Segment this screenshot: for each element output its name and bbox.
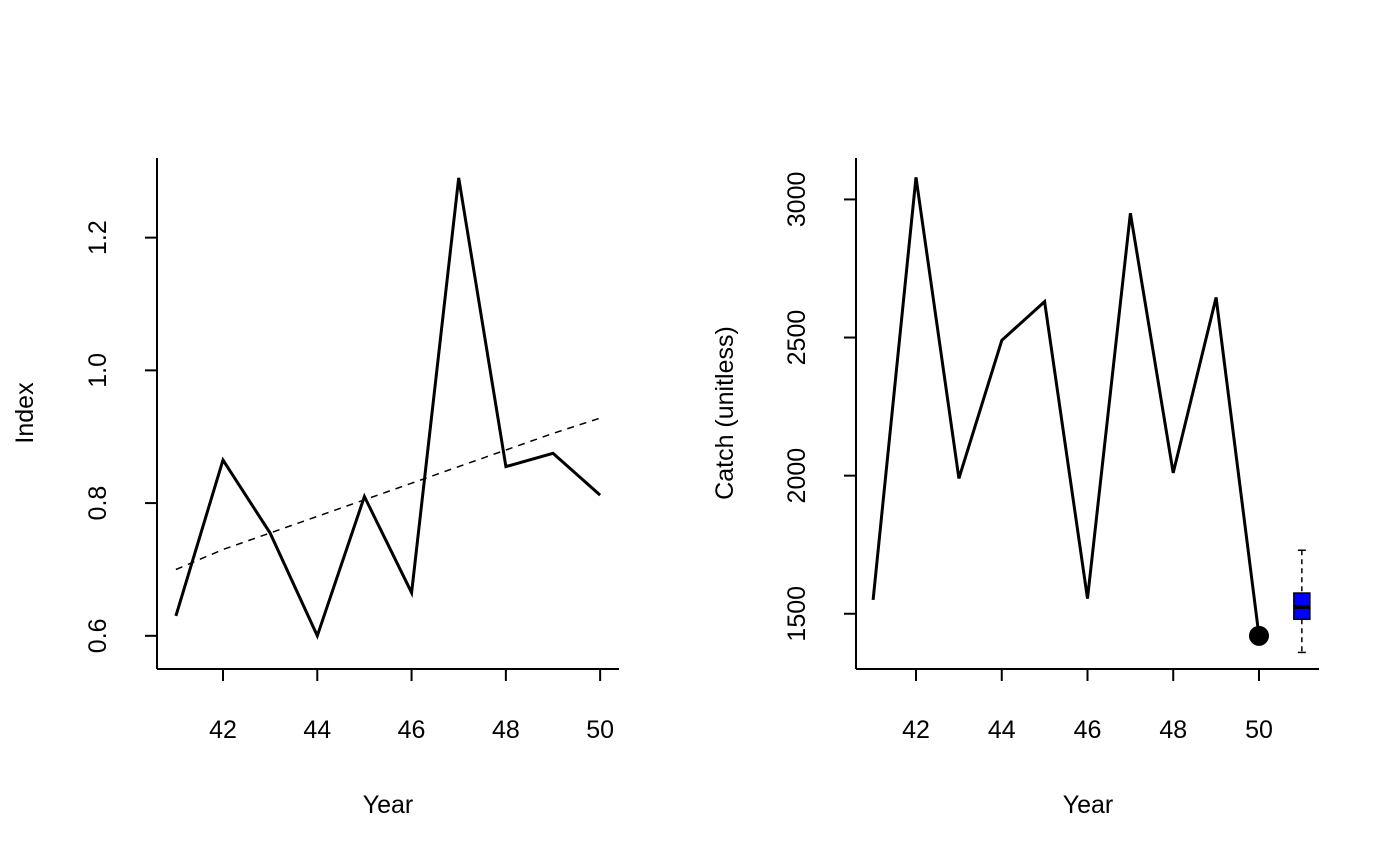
- left-y-tick-label: 0.8: [84, 486, 112, 521]
- left-x-tick-label: 46: [398, 716, 426, 744]
- left-x-tick-label: 42: [209, 716, 237, 744]
- left-x-tick-label: 50: [586, 716, 614, 744]
- right-y-tick-label: 2000: [783, 448, 811, 504]
- right-y-tick-label: 2500: [783, 310, 811, 366]
- right-x-tick-label: 46: [1074, 716, 1102, 744]
- right-plot-area: [871, 177, 1311, 654]
- right-y-tick-label: 3000: [783, 172, 811, 228]
- right-y-axis: 1500 2000 2500 3000: [783, 158, 857, 669]
- left-y-axis: 0.6 0.8 1.0 1.2: [84, 158, 158, 669]
- right-y-tick-label: 1500: [783, 586, 811, 642]
- right-x-axis: 42 44 46 48 50: [856, 668, 1319, 744]
- left-x-tick-label: 48: [492, 716, 520, 744]
- left-x-tick-label: 44: [303, 716, 331, 744]
- right-x-tick-label: 50: [1245, 716, 1273, 744]
- left-y-tick-label: 1.0: [84, 353, 112, 388]
- left-series-solid-line: [174, 177, 602, 640]
- right-panel-catch: 42 44 46 48 50 1500 2000 2500 3000 Year Catch (…: [711, 158, 1319, 819]
- right-y-axis-title: Catch (unitless): [711, 326, 739, 500]
- left-panel-index: 42 44 46 48 50 0.6 0.8 1.0 1.2 Year Index: [11, 158, 619, 819]
- left-plot-area: [174, 177, 602, 640]
- right-x-tick-label: 42: [902, 716, 930, 744]
- left-y-axis-title: Index: [11, 382, 39, 444]
- right-highlight-point: [1248, 625, 1269, 646]
- right-x-axis-title: Year: [1063, 791, 1114, 819]
- right-x-tick-label: 48: [1159, 716, 1187, 744]
- left-x-axis-title: Year: [363, 791, 414, 819]
- right-series-solid-line: [871, 177, 1261, 637]
- left-y-tick-label: 0.6: [84, 618, 112, 653]
- left-series-dashed-line: [175, 417, 601, 571]
- left-y-tick-label: 1.2: [84, 220, 112, 255]
- left-x-axis: 42 44 46 48 50: [157, 668, 619, 744]
- right-x-tick-label: 44: [988, 716, 1016, 744]
